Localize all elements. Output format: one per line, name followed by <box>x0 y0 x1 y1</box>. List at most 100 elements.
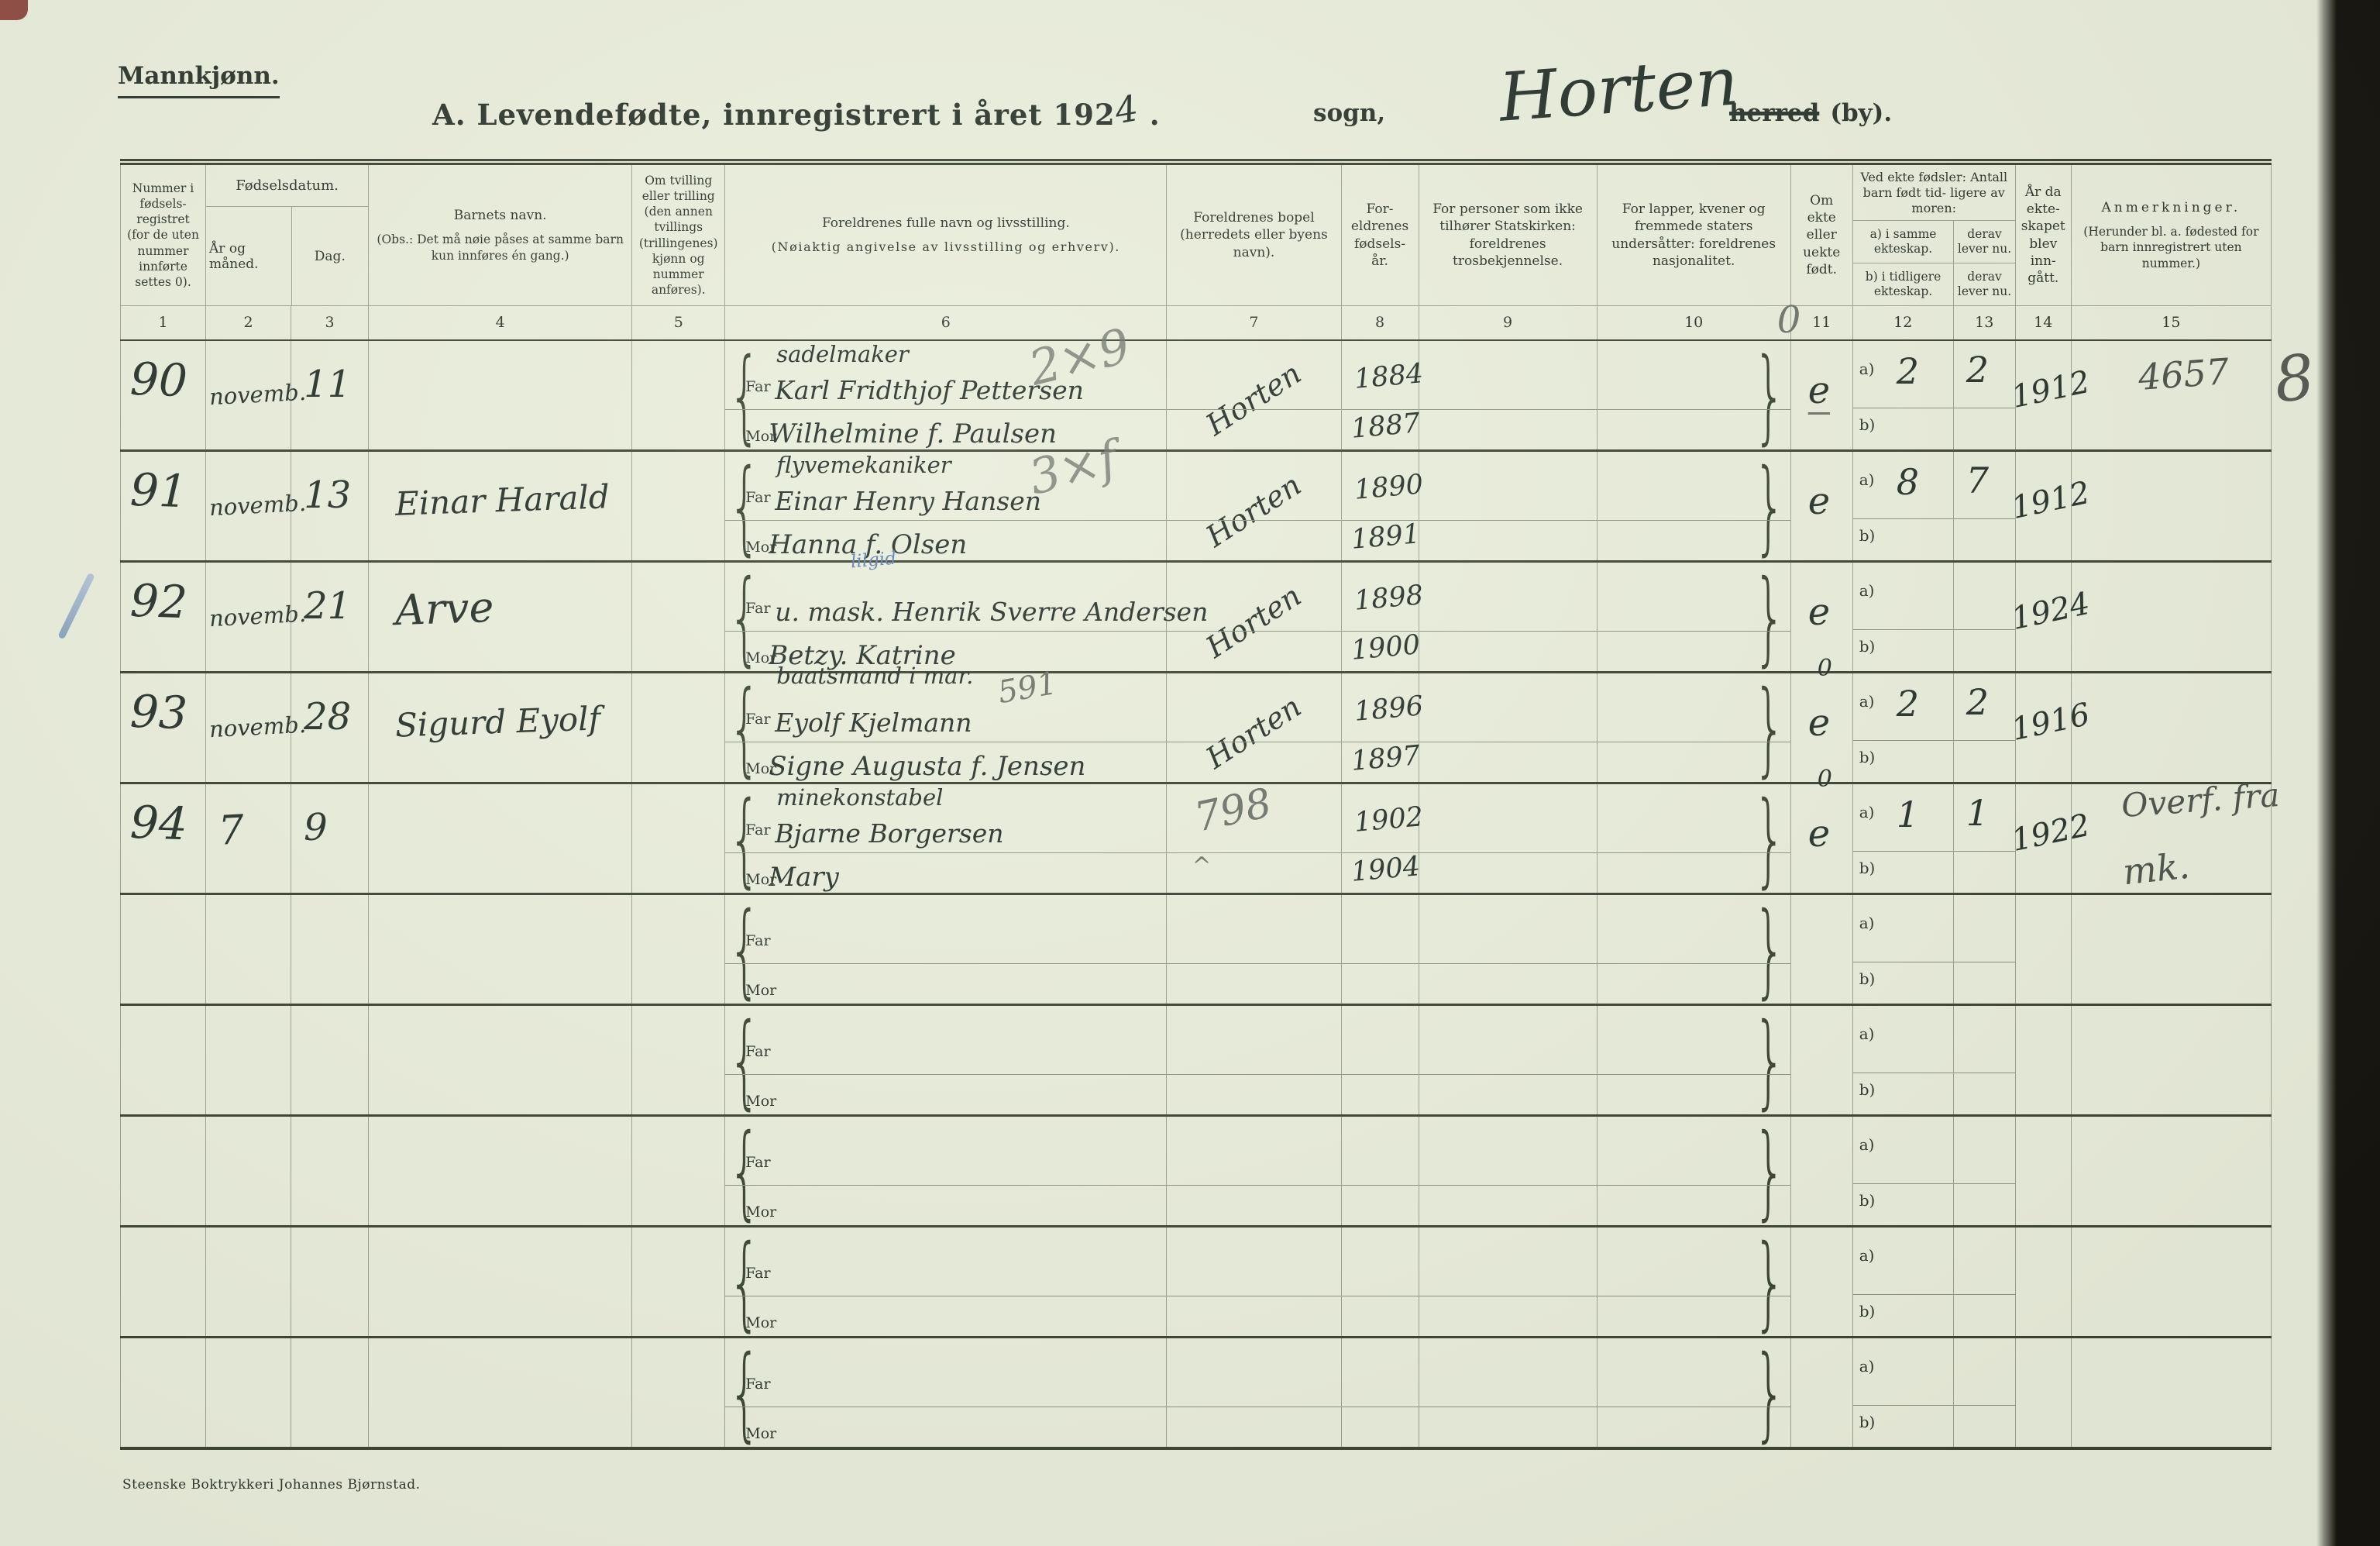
mor-label: Mor <box>745 760 777 777</box>
sub-b-label: b) <box>1859 1413 1876 1431</box>
brace-close: } <box>1752 1223 1786 1342</box>
header-birthdate-group: Fødselsdatum. År og måned. Dag. <box>205 161 370 306</box>
sub-b-label: b) <box>1859 637 1876 656</box>
table-row: 93 novemb. 28 Sigurd Eyolf { Far Mor baa… <box>119 655 2272 788</box>
brace-open: { <box>728 558 762 677</box>
sub-a-label: a) <box>1859 581 1875 600</box>
sub-a-label: a) <box>1859 1357 1875 1376</box>
remark: Overf. fra <box>2120 775 2281 825</box>
father-name: Einar Henry Hansen <box>775 486 1041 516</box>
sub-a-label: a) <box>1859 803 1875 821</box>
brace-close: } <box>1752 780 1786 899</box>
parents-residence: Horten <box>1200 467 1308 554</box>
header-parents-birthyear: For- eldrenes fødsels- år. <box>1340 161 1419 306</box>
header-child-name: Barnets navn. (Obs.: Det må nøie påses a… <box>368 161 633 306</box>
header-day: Dag. <box>291 207 369 305</box>
brace-close: } <box>1752 669 1786 788</box>
blue-pencil-stroke <box>57 572 95 640</box>
header-earlier-marriage: b) i tidligere ekteskap. <box>1865 270 1941 298</box>
mor-label: Mor <box>745 539 777 556</box>
mor-label: Mor <box>745 1314 777 1331</box>
mother-name: Betzy. Katrine <box>769 640 956 671</box>
header-twin: Om tvilling eller trilling (den annen tv… <box>631 161 726 306</box>
legitimacy-mark: e <box>1807 368 1831 412</box>
brace-open: { <box>728 1223 762 1342</box>
sogn-label: sogn, <box>1313 99 1386 127</box>
children-same-marriage: 2 <box>1896 683 1919 725</box>
sub-b-label: b) <box>1859 1302 1876 1320</box>
legitimacy-mark: e <box>1807 812 1831 856</box>
sub-a-label: a) <box>1859 359 1875 378</box>
brace-open: { <box>728 1001 762 1121</box>
header-same-marriage: a) i samme ekteskap. <box>1852 221 1954 263</box>
table-row: { Far Mor } a) b) <box>119 1337 2272 1449</box>
birth-register-table: Nummer i fødsels- registret (for de uten… <box>119 159 2317 1450</box>
brace-close: } <box>1752 1001 1786 1121</box>
sub-b-label: b) <box>1859 1191 1876 1210</box>
header-religion: For personer som ikke tilhører Statskirk… <box>1418 161 1598 306</box>
brace-open: { <box>728 447 762 566</box>
far-label: Far <box>745 932 771 949</box>
handwritten-year: 4 <box>1111 86 1142 133</box>
blue-annotation: lilgid <box>850 548 898 573</box>
header-legitimacy: Om ekte eller uekte født. <box>1790 161 1853 306</box>
brace-close: } <box>1752 447 1786 566</box>
sub-a-label: a) <box>1859 1024 1875 1043</box>
children-same-marriage: 1 <box>1896 794 1919 835</box>
header-previous-children-group: Ved ekte fødsler: Antall barn født tid- … <box>1852 161 2016 306</box>
header-residence: Foreldrenes bopel (herredets eller byens… <box>1166 161 1342 306</box>
table-row: 92 novemb. 21 Arve { Far Mor lilgid u. m… <box>119 548 2272 677</box>
mother-name: Mary <box>769 862 839 893</box>
children-living: 2 <box>1966 348 1990 391</box>
header-previous-children: Ved ekte fødsler: Antall barn født tid- … <box>1852 165 2015 221</box>
far-label: Far <box>745 377 771 395</box>
sub-b-label: b) <box>1859 748 1876 766</box>
father-birth-year: 1902 <box>1352 801 1425 838</box>
father-birth-year: 1884 <box>1352 357 1425 395</box>
struck-herred-label: herred <box>1729 99 1820 127</box>
child-name: Sigurd Eyolf <box>394 699 601 745</box>
residence-pencil: 798 <box>1191 780 1276 842</box>
father-birth-year: 1896 <box>1352 690 1425 728</box>
table-row: { Far Mor } a) b) <box>119 1001 2272 1121</box>
zero-mark: 0 <box>1817 655 1832 682</box>
sex-section-label: Mannkjønn. <box>118 62 280 98</box>
mother-name: Wilhelmine f. Paulsen <box>769 418 1058 449</box>
mother-birth-year: 1887 <box>1349 407 1422 445</box>
table-row: 91 novemb. 13 Einar Harald { Far Mor fly… <box>119 429 2272 566</box>
header-year-month: År og måned. <box>209 240 259 272</box>
pencil-zero-mark: 0 <box>1776 298 1801 342</box>
birth-month: 7 <box>217 807 246 855</box>
mor-label: Mor <box>745 871 777 888</box>
brace-close: } <box>1752 890 1786 1010</box>
parents-residence: Horten <box>1200 688 1308 776</box>
register-number: 91 <box>129 463 188 518</box>
sub-a-label: a) <box>1859 914 1875 932</box>
remark-pencil: 8 <box>2271 340 2318 416</box>
birth-day: 28 <box>304 695 352 739</box>
far-label: Far <box>745 600 771 617</box>
parents-residence: Horten <box>1200 356 1308 442</box>
mor-label: Mor <box>745 1425 777 1442</box>
legitimacy-mark: e <box>1807 591 1831 634</box>
far-label: Far <box>745 821 771 838</box>
mother-name: Hanna f. Olsen <box>769 529 968 560</box>
brace-close: } <box>1752 1112 1786 1231</box>
child-name: Arve <box>394 582 495 635</box>
register-number: 90 <box>129 352 188 407</box>
parents-residence: Horten <box>1200 577 1308 665</box>
header-birthdate: Fødselsdatum. <box>206 165 369 207</box>
father-occupation: baatsmand i mar. <box>776 663 974 689</box>
header-living-2: derav lever nu. <box>1953 263 2014 305</box>
by-label: (by). <box>1830 99 1893 127</box>
sub-b-label: b) <box>1859 1080 1876 1099</box>
children-same-marriage: 2 <box>1896 349 1919 392</box>
brace-open: { <box>728 336 762 456</box>
legitimacy-mark: e <box>1807 701 1831 745</box>
mother-birth-year: 1900 <box>1349 629 1422 666</box>
herred-by-label: herred (by). <box>1729 99 1892 127</box>
mor-label: Mor <box>745 649 777 666</box>
far-label: Far <box>745 1154 771 1171</box>
child-name: Einar Harald <box>394 477 610 523</box>
sub-b-label: b) <box>1859 415 1876 434</box>
